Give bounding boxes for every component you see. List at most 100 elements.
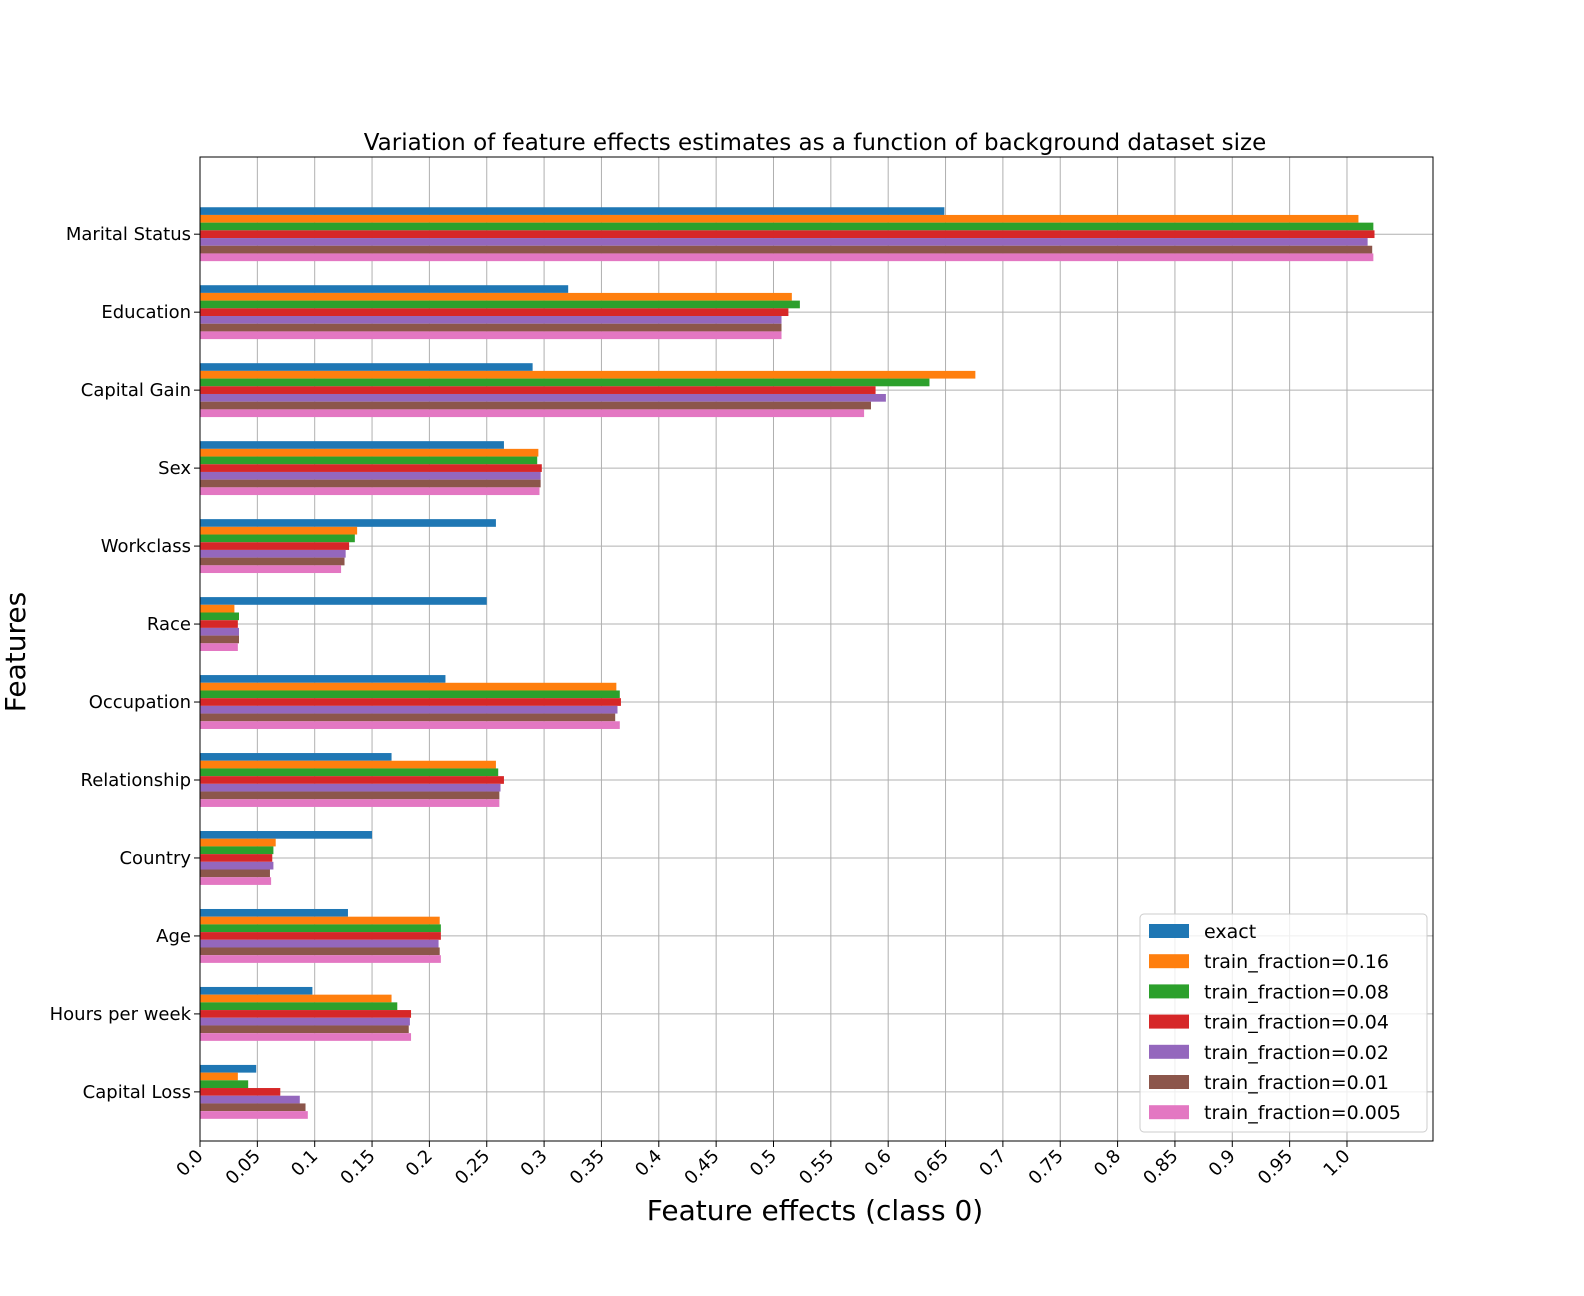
bar [200, 386, 876, 394]
bar [200, 245, 1373, 254]
y-tick-label: Marital Status [66, 224, 191, 245]
bar [200, 542, 350, 550]
bar [200, 230, 1375, 239]
bar [200, 675, 446, 683]
bar [200, 713, 616, 722]
bar [200, 285, 569, 293]
bar [200, 994, 392, 1003]
bar [200, 776, 504, 784]
bar [200, 627, 239, 636]
bar [200, 1088, 281, 1096]
bar [200, 783, 501, 792]
legend-entry-label: train_fraction=0.01 [1204, 1072, 1389, 1094]
chart-title: Variation of feature effects estimates a… [364, 130, 1267, 156]
y-tick-label: Occupation [89, 692, 191, 713]
bar [200, 441, 504, 449]
bar [200, 916, 440, 925]
bar [200, 471, 541, 480]
y-axis-ticks: Marital Status Education Capital Gain Sex Wo… [50, 224, 200, 1103]
bar [200, 1111, 308, 1119]
bar [200, 854, 273, 862]
bar [200, 939, 439, 948]
bar [200, 986, 313, 995]
bar [200, 947, 440, 956]
bar [200, 721, 620, 729]
bar [200, 682, 617, 691]
legend-swatch [1149, 984, 1189, 999]
bar [200, 1095, 300, 1104]
legend-entry-label: train_fraction=0.08 [1204, 981, 1389, 1003]
bar [200, 464, 542, 472]
y-tick-label: Hours per week [50, 1004, 192, 1025]
bar [200, 565, 342, 574]
bar [200, 597, 487, 605]
bar-marks [200, 207, 1375, 1119]
y-tick-label: Sex [158, 458, 191, 479]
bar [200, 323, 782, 332]
bar [200, 643, 238, 651]
legend-entry-label: train_fraction=0.02 [1204, 1042, 1389, 1064]
bar [200, 1033, 412, 1041]
bar [200, 861, 274, 870]
x-axis-label: Feature effects (class 0) [647, 1194, 983, 1227]
legend-entry-label: exact [1204, 921, 1256, 943]
bar [200, 519, 496, 527]
bar [200, 908, 348, 917]
bar [200, 534, 355, 543]
bar [200, 838, 276, 847]
y-tick-label: Country [119, 848, 191, 869]
y-tick-label: Capital Loss [83, 1082, 191, 1103]
bar [200, 932, 441, 940]
bar [200, 316, 782, 324]
bar [200, 526, 358, 535]
bar [200, 620, 238, 628]
y-tick-label: Education [101, 302, 191, 323]
bar [200, 409, 865, 418]
legend-swatch [1149, 924, 1189, 938]
legend-entry-label: train_fraction=0.005 [1204, 1102, 1401, 1124]
bar [200, 487, 540, 496]
legend-entry-label: train_fraction=0.04 [1204, 1012, 1389, 1034]
bar [200, 1064, 257, 1073]
y-tick-label: Capital Gain [81, 380, 191, 401]
bar [200, 753, 392, 761]
bar [200, 791, 500, 800]
bar [200, 846, 274, 855]
bar [200, 370, 976, 379]
bar [200, 207, 945, 215]
bar [200, 635, 239, 644]
bar [200, 253, 1374, 262]
bar [200, 331, 782, 340]
bar [200, 238, 1368, 246]
bar [200, 768, 499, 777]
bar [200, 214, 1359, 223]
bar [200, 1080, 249, 1089]
y-axis-label: Features [0, 592, 32, 712]
legend-swatch [1149, 1044, 1189, 1059]
y-tick-label: Workclass [101, 536, 191, 557]
bar [200, 869, 270, 878]
y-tick-label: Age [156, 926, 191, 947]
bar [200, 698, 621, 706]
legend-entry-label: train_fraction=0.16 [1204, 951, 1389, 973]
legend-swatch [1149, 954, 1189, 969]
bar [200, 557, 345, 566]
bar [200, 690, 620, 699]
bar [200, 1025, 409, 1034]
legend-swatch [1149, 1075, 1189, 1089]
plot-frame [199, 156, 1434, 1142]
legend-box [1139, 913, 1428, 1133]
bar [200, 401, 871, 410]
bar [200, 831, 373, 839]
bar [200, 604, 235, 613]
bar [200, 479, 541, 488]
bar [200, 363, 533, 371]
bar [200, 924, 441, 933]
bar [200, 456, 538, 465]
bar [200, 1017, 410, 1026]
legend-swatch [1149, 1105, 1189, 1120]
bar [200, 612, 239, 621]
y-tick-label: Relationship [81, 770, 192, 791]
bar [200, 393, 886, 402]
bar [200, 705, 618, 714]
